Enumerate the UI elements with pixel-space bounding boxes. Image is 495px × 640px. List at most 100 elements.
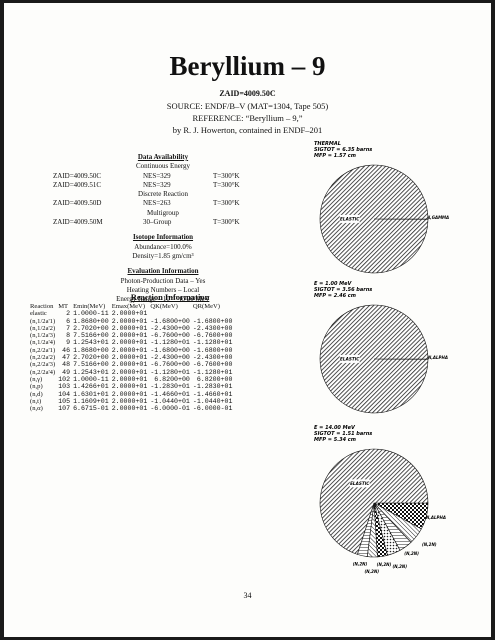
availability-row: ZAID=4009.50D NES=263 T=300°K xyxy=(28,199,298,208)
column-header: Emin(MeV) xyxy=(73,303,106,310)
availability-cell: NES=329 xyxy=(143,180,171,189)
reaction-cell: 2.7020+00 xyxy=(73,354,109,362)
reaction-cell: 7.5166+00 xyxy=(73,361,109,369)
reaction-cell: (n,2/2a'4) xyxy=(30,368,56,376)
reaction-cell: 48 xyxy=(62,361,71,369)
title: Beryllium – 9 xyxy=(169,51,326,81)
group-label: Discrete Reaction xyxy=(138,190,188,199)
reaction-cell: 8 xyxy=(66,332,71,340)
reaction-cell: 1.8680+00 xyxy=(73,317,109,325)
pie-title-line: THERMAL xyxy=(314,141,341,147)
reaction-cell: 2.0000+01 xyxy=(111,324,148,332)
reaction-cell: 1.2543+01 xyxy=(73,368,109,376)
reaction-cell: -1.2830+01 xyxy=(192,383,233,391)
source: SOURCE: ENDF/B–V (MAT=1304, Tape 505) xyxy=(166,101,329,111)
label-box xyxy=(349,479,370,488)
reaction-cell: -6.7600+00 xyxy=(192,361,233,369)
reaction-cell: 107 xyxy=(58,405,71,413)
pie-title-line: SIGTOT = 6.35 barns xyxy=(314,147,372,153)
info-line: Photon-Production Data – Yes xyxy=(120,276,206,285)
reaction-cell: 2.0000+01 xyxy=(111,368,148,376)
reference: REFERENCE: “Beryllium – 9,” xyxy=(192,113,303,123)
reaction-cell: 103 xyxy=(58,383,71,391)
pie-slice xyxy=(319,164,429,274)
availability-cell: 30–Group xyxy=(143,218,172,227)
reaction-cell: -2.4300+00 xyxy=(150,324,190,332)
slice-label: N,ALPHA xyxy=(428,355,448,360)
pie-title-line: SIGTOT = 1.51 barns xyxy=(314,431,372,437)
info-line: Heating Numbers – Local xyxy=(126,285,200,294)
reaction-row: (n,2/2a'1) 46 1.8680+00 2.0000+01 -1.6800+00… xyxy=(30,347,235,354)
reaction-cell: (n,2/2a'3) xyxy=(30,361,56,369)
reaction-cell: 1.0000-11 xyxy=(73,310,109,318)
reaction-cell: (n,d) xyxy=(30,390,43,398)
section-heading: Evaluation Information xyxy=(127,267,199,276)
slice-label: N,ALPHA xyxy=(426,515,446,520)
reaction-cell: -1.6800+00 xyxy=(192,317,233,325)
availability-row: ZAID=4009.50M 30–Group T=300°K xyxy=(28,218,298,227)
slice-label: (N,2N) xyxy=(404,551,419,556)
author: by R. J. Howerton, contained in ENDF–201 xyxy=(172,125,323,135)
reaction-cell: 2.0000+01 xyxy=(111,390,148,398)
group-label: Multigroup xyxy=(147,208,179,217)
section-heading: Data Availability xyxy=(137,153,189,161)
page-number: 34 xyxy=(243,591,252,600)
reaction-cell: -1.4660+01 xyxy=(150,390,190,398)
reaction-cell: (n,t) xyxy=(30,397,42,405)
reaction-cell: -1.1280+01 xyxy=(150,339,190,347)
left-column: Data Availability Continuous Energy ZAID=4… xyxy=(28,153,298,304)
reaction-row: (n,t) 105 1.1609+01 2.0000+01 -1.0440+01 -1.0… xyxy=(30,398,235,405)
availability-cell: NES=263 xyxy=(143,199,171,208)
reaction-section: Reaction Information Reaction MT Emin(MeV) E… xyxy=(30,292,310,412)
reaction-cell: (n,1/2a'1) xyxy=(30,317,56,325)
reaction-cell: (n,α) xyxy=(30,405,43,413)
reaction-cell: 1.0000-11 xyxy=(73,375,109,383)
reaction-cell: -6.7600+00 xyxy=(150,332,190,340)
reaction-cell: 6.8200+00 xyxy=(196,375,233,383)
pie-title-line: SIGTOT = 3.56 barns xyxy=(314,287,372,293)
reaction-row: (n,d) 104 1.6301+01 2.0000+01 -1.4660+01 -1.4… xyxy=(30,391,235,398)
reaction-cell: 2.0000+01 xyxy=(111,317,148,325)
column-header: Reaction xyxy=(30,303,54,310)
reaction-row: (n,1/2a'2) 7 2.7020+00 2.0000+01 -2.4300+00-… xyxy=(30,325,235,332)
reaction-cell: 102 xyxy=(58,375,71,383)
reaction-cell: 7 xyxy=(66,324,71,332)
reaction-cell: 49 xyxy=(62,368,71,376)
reaction-cell: -1.6800+00 xyxy=(150,317,190,325)
reaction-cell: -1.6800+00 xyxy=(192,346,233,354)
reaction-cell: 2.0000+01 xyxy=(111,375,148,383)
label-box xyxy=(339,354,360,363)
reaction-cell: 2.0000+01 xyxy=(111,361,148,369)
pie-title-line: MFP = 2.46 cm xyxy=(314,293,356,299)
header-row: Reaction MT Emin(MeV) Emax(MeV) QK(MeV) QR(Me… xyxy=(30,303,235,310)
reaction-cell: 2.0000+01 xyxy=(111,383,148,391)
reaction-cell: -1.1280+01 xyxy=(150,368,190,376)
reaction-cell: (n,1/2a'2) xyxy=(30,324,56,332)
reaction-row: (n,2/2a'3) 48 7.5166+00 2.0000+01 -6.7600+00… xyxy=(30,361,235,368)
column-header: QR(MeV) xyxy=(192,303,220,310)
pie-title-line: E = 14.00 MeV xyxy=(314,425,356,431)
reaction-cell: 2.0000+01 xyxy=(111,332,148,340)
slice-label: (N,2N) xyxy=(364,569,379,574)
info-line: Abundance=100.0% xyxy=(134,242,192,251)
page: Beryllium – 9 ZAID=4009.50C SOURCE: ENDF… xyxy=(4,3,491,637)
reaction-row: (n,α) 107 6.6715-01 2.0000+01 -6.0000-01 -6.0… xyxy=(30,405,235,412)
column-header: MT xyxy=(58,303,69,310)
zaid: ZAID=4009.50C xyxy=(219,89,276,98)
label-box xyxy=(339,214,360,223)
availability-cell: ZAID=4009.51C xyxy=(53,180,102,189)
reaction-cell: 1.6301+01 xyxy=(73,390,109,398)
slice-label: (N,2N) xyxy=(353,561,368,566)
section-heading: Isotope Information xyxy=(132,233,194,242)
reaction-cell: 2.0000+01 xyxy=(111,346,148,354)
reaction-table: Reaction MT Emin(MeV) Emax(MeV) QK(MeV) QR(Me… xyxy=(30,303,235,412)
reaction-cell: 2.0000+01 xyxy=(111,354,148,362)
reaction-cell: 2.0000+01 xyxy=(111,397,148,405)
reaction-cell: -1.0440+01 xyxy=(192,397,233,405)
reaction-cell: -1.1280+01 xyxy=(192,339,233,347)
reaction-row: (n,p) 103 1.4266+01 2.0000+01 -1.2830+01 -1.2… xyxy=(30,383,235,390)
group-label: Continuous Energy xyxy=(135,162,191,171)
reaction-cell: 1.8680+00 xyxy=(73,346,109,354)
reaction-cell: 6.8200+00 xyxy=(154,375,190,383)
